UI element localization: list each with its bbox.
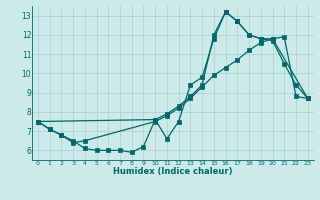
X-axis label: Humidex (Indice chaleur): Humidex (Indice chaleur) bbox=[113, 167, 233, 176]
